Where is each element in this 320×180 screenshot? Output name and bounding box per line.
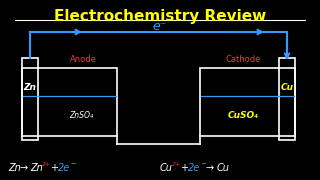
Bar: [22, 58, 38, 140]
Text: 2+: 2+: [172, 161, 181, 166]
Text: 2e: 2e: [58, 163, 70, 173]
Text: →: →: [20, 163, 28, 173]
Text: 2e: 2e: [188, 163, 200, 173]
Text: −: −: [200, 161, 206, 167]
Text: Cathode: Cathode: [225, 55, 260, 64]
Text: e⁻: e⁻: [153, 19, 167, 33]
Text: −: −: [70, 161, 76, 167]
Text: 2+: 2+: [42, 161, 51, 166]
Bar: [279, 58, 295, 140]
Bar: [22, 68, 117, 136]
Text: Zn: Zn: [30, 163, 43, 173]
Bar: [200, 68, 295, 136]
Text: Cu: Cu: [281, 84, 293, 93]
Text: →: →: [206, 163, 214, 173]
Text: Cu: Cu: [217, 163, 230, 173]
Text: Anode: Anode: [70, 55, 97, 64]
Text: Zn: Zn: [8, 163, 21, 173]
Text: Zn: Zn: [24, 84, 36, 93]
Text: CuSO₄: CuSO₄: [227, 111, 258, 120]
Text: +: +: [180, 163, 188, 173]
Text: +: +: [50, 163, 58, 173]
Text: ZnSO₄: ZnSO₄: [69, 111, 93, 120]
Text: Cu: Cu: [160, 163, 173, 173]
Text: Electrochemistry Review: Electrochemistry Review: [54, 9, 266, 24]
